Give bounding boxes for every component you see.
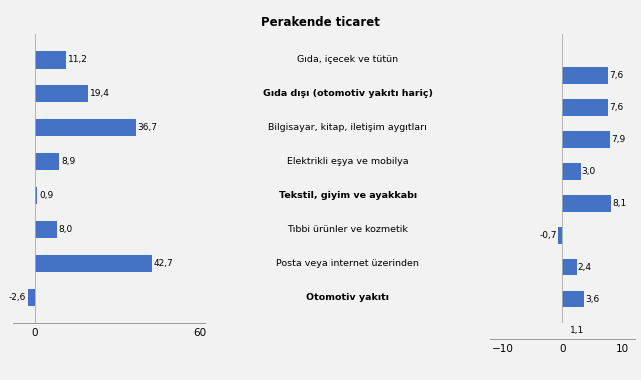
Text: Elektrikli eşya ve mobilya: Elektrikli eşya ve mobilya (287, 157, 408, 166)
Text: Otomotiv yakıtı: Otomotiv yakıtı (306, 293, 389, 302)
Text: 2,4: 2,4 (578, 263, 592, 272)
Text: 8,1: 8,1 (612, 199, 626, 208)
Bar (563, 259, 577, 276)
Text: 3,6: 3,6 (585, 294, 599, 304)
Bar (35, 119, 136, 136)
Bar (35, 51, 65, 68)
Bar (35, 187, 37, 204)
Text: 7,9: 7,9 (611, 135, 625, 144)
Text: Perakende ticaret: Perakende ticaret (261, 16, 380, 29)
Bar (558, 227, 563, 244)
Text: Bilgisayar, kitap, iletişim aygıtları: Bilgisayar, kitap, iletişim aygıtları (269, 123, 427, 132)
Bar (35, 85, 88, 103)
Text: 42,7: 42,7 (154, 259, 174, 268)
Text: 7,6: 7,6 (609, 103, 623, 112)
Text: 8,0: 8,0 (59, 225, 73, 234)
Bar (563, 323, 569, 339)
Text: -2,6: -2,6 (8, 293, 26, 302)
Text: Tekstil, giyim ve ayakkabı: Tekstil, giyim ve ayakkabı (279, 191, 417, 200)
Bar (28, 289, 35, 306)
Bar (563, 163, 581, 180)
Bar (563, 131, 610, 148)
Text: 11,2: 11,2 (67, 55, 87, 64)
Bar (563, 99, 608, 116)
Text: 8,9: 8,9 (61, 157, 76, 166)
Text: 0,9: 0,9 (39, 191, 53, 200)
Text: -0,7: -0,7 (540, 231, 558, 240)
Text: Gıda dışı (otomotiv yakıtı hariç): Gıda dışı (otomotiv yakıtı hariç) (263, 89, 433, 98)
Text: 3,0: 3,0 (581, 167, 595, 176)
Text: 36,7: 36,7 (138, 123, 158, 132)
Text: Tıbbi ürünler ve kozmetik: Tıbbi ürünler ve kozmetik (287, 225, 408, 234)
Bar (35, 255, 152, 272)
Bar (563, 67, 608, 84)
Text: Posta veya internet üzerinden: Posta veya internet üzerinden (276, 259, 419, 268)
Text: Gıda, içecek ve tütün: Gıda, içecek ve tütün (297, 55, 398, 64)
Text: 19,4: 19,4 (90, 89, 110, 98)
Text: 7,6: 7,6 (609, 71, 623, 80)
Bar (35, 153, 59, 171)
Bar (35, 221, 57, 238)
Bar (563, 195, 611, 212)
Bar (563, 291, 584, 307)
Text: 1,1: 1,1 (570, 326, 584, 336)
